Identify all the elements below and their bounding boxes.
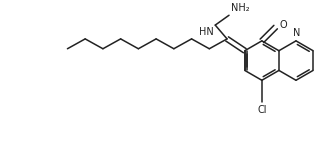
Text: N: N bbox=[293, 28, 301, 38]
Text: Cl: Cl bbox=[257, 105, 267, 115]
Text: HN: HN bbox=[198, 27, 213, 37]
Text: NH₂: NH₂ bbox=[231, 3, 250, 13]
Text: O: O bbox=[279, 20, 287, 30]
